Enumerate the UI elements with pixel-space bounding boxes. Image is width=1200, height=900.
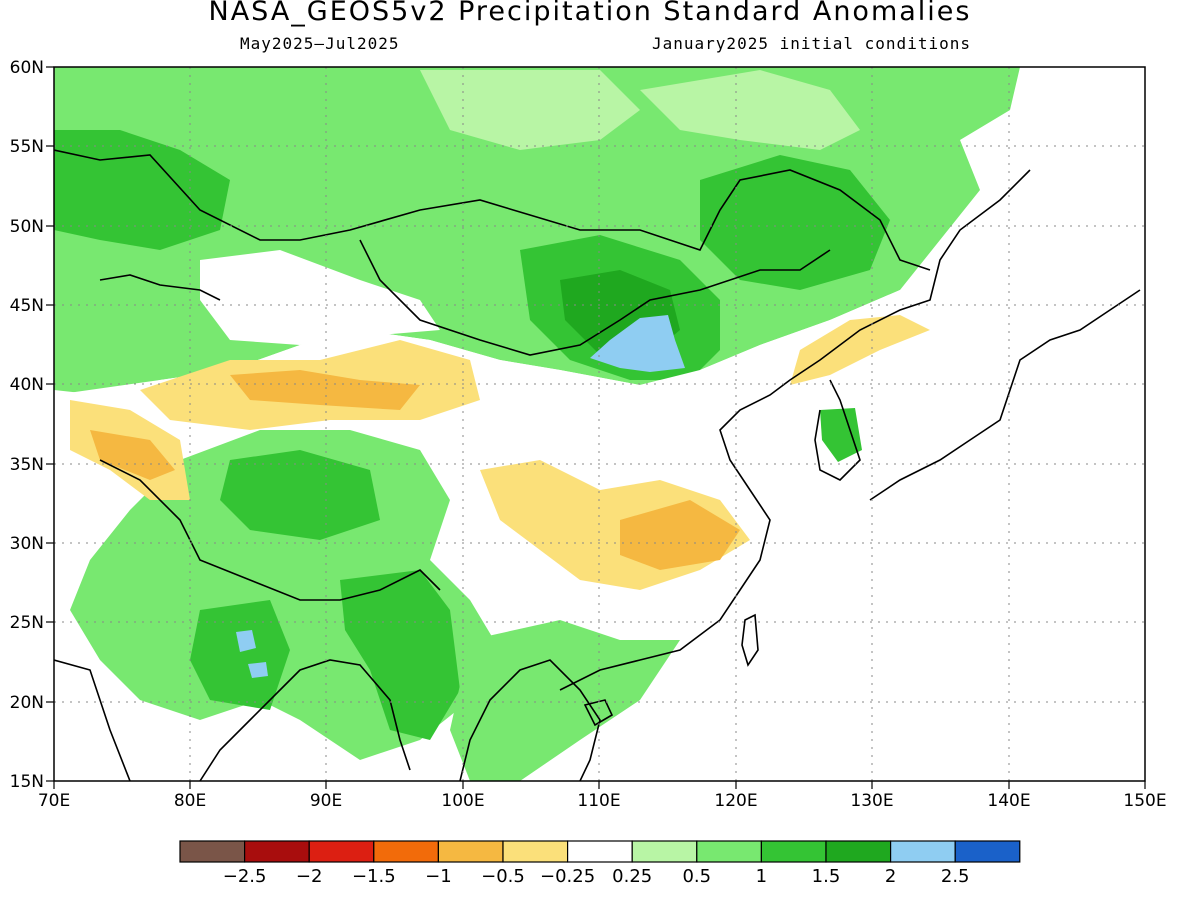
colorbar-label: 2 <box>885 866 896 887</box>
coastlines <box>54 149 1141 781</box>
colorbar-label: −2 <box>296 866 323 887</box>
colorbar-swatch <box>373 840 439 863</box>
lat-label: 60N <box>10 58 44 78</box>
korea-coast <box>814 379 861 481</box>
colorbar-label: −0.5 <box>481 866 525 887</box>
anomaly-south-china-orange <box>620 500 740 570</box>
anomaly-tibet-darkgreen <box>220 450 380 540</box>
colorbar-label: 1.5 <box>812 866 841 887</box>
india-coast <box>54 659 411 781</box>
anomaly-sea-green <box>450 620 680 781</box>
taiwan <box>741 613 759 667</box>
himalaya-border <box>99 459 441 601</box>
indochina-coast <box>459 659 601 781</box>
lon-label: 70E <box>38 791 70 811</box>
graticule <box>54 67 1145 781</box>
russia-border <box>54 149 931 271</box>
lon-label: 100E <box>441 791 484 811</box>
china-coast <box>559 169 1031 691</box>
colorbar-swatch <box>566 840 633 863</box>
colorbar-swatch <box>244 840 310 863</box>
colorbar-swatch <box>631 840 698 863</box>
lat-label: 20N <box>10 693 44 713</box>
anomaly-mongolia-blue <box>590 315 685 372</box>
anomaly-midlat-orange <box>230 370 420 410</box>
colorbar-swatch <box>179 840 246 863</box>
lon-label: 90E <box>310 791 342 811</box>
colorbar-swatch <box>502 840 569 863</box>
lat-label: 15N <box>10 772 44 792</box>
colorbar <box>179 840 1021 863</box>
anomaly-north-lightgreen-1 <box>420 70 640 150</box>
colorbar-swatch <box>308 840 375 863</box>
lon-label: 110E <box>577 791 620 811</box>
colorbar-swatch <box>696 840 762 863</box>
initial-conditions: January2025 initial conditions <box>652 34 971 53</box>
anomaly-north-lightgreen-2 <box>640 70 860 150</box>
anomaly-korea-yellow <box>790 315 930 385</box>
lat-labels: 60N 55N 50N 45N 40N 35N 30N 25N 20N 15N <box>10 58 44 792</box>
forecast-period: May2025–Jul2025 <box>240 34 400 53</box>
lat-label: 25N <box>10 613 44 633</box>
anomaly-bengal-blue-1 <box>236 630 256 652</box>
colorbar-swatch <box>825 840 892 863</box>
lat-label: 55N <box>10 137 44 157</box>
lon-label: 120E <box>714 791 757 811</box>
colorbar-swatch <box>760 840 827 863</box>
map-title: NASA_GEOS5v2 Precipitation Standard Anom… <box>208 0 972 27</box>
colorbar-swatch <box>889 840 956 863</box>
lat-label: 30N <box>10 534 44 554</box>
colorbar-label: −1.5 <box>352 866 396 887</box>
colorbar-label: −1 <box>425 866 452 887</box>
caspian-region <box>99 274 221 301</box>
mongolia-border <box>359 239 831 356</box>
anomaly-bengal-darkgreen <box>190 600 290 710</box>
lon-labels: 70E 80E 90E 100E 110E 120E 130E 140E 150… <box>38 791 1167 811</box>
colorbar-labels: −2.5 −2 −1.5 −1 −0.5 −0.25 0.25 0.5 1 1.… <box>223 866 970 887</box>
lon-label: 150E <box>1123 791 1166 811</box>
lon-label: 140E <box>987 791 1030 811</box>
lat-label: 50N <box>10 217 44 237</box>
japan-coast <box>869 289 1141 501</box>
lat-label: 40N <box>10 375 44 395</box>
colorbar-label: 0.5 <box>682 866 711 887</box>
colorbar-swatch <box>437 840 504 863</box>
colorbar-label: −0.25 <box>540 866 595 887</box>
anomaly-field <box>54 67 1145 781</box>
axis-ticks <box>46 66 1146 789</box>
colorbar-label: 0.25 <box>612 866 652 887</box>
colorbar-label: 2.5 <box>941 866 970 887</box>
colorbar-swatch <box>954 840 1021 863</box>
anomaly-manchuria-darkgreen <box>700 155 890 290</box>
lon-label: 80E <box>174 791 206 811</box>
anomaly-west-white <box>200 250 440 345</box>
lat-label: 35N <box>10 455 44 475</box>
colorbar-label: 1 <box>756 866 767 887</box>
anomaly-pakistan-orange <box>90 430 175 480</box>
lon-label: 130E <box>850 791 893 811</box>
colorbar-label: −2.5 <box>223 866 267 887</box>
anomaly-myanmar-darkgreen <box>340 570 460 740</box>
anomaly-bengal-blue-2 <box>248 662 268 678</box>
lat-label: 45N <box>10 296 44 316</box>
anomaly-korea-green <box>820 408 862 462</box>
